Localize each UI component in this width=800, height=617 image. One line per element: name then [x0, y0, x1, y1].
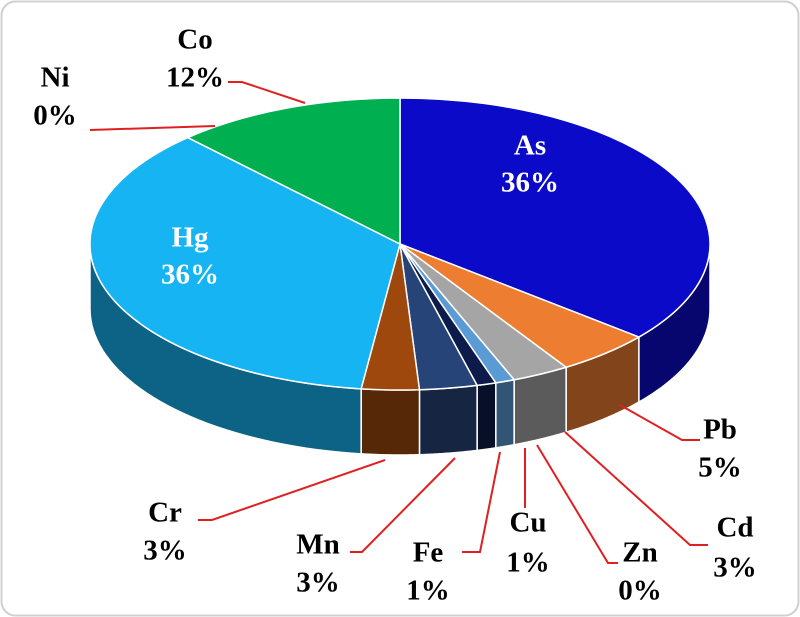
data-label: 36% — [501, 167, 559, 199]
data-label: 3% — [143, 535, 187, 567]
leader-line — [536, 444, 618, 564]
leader-line — [228, 81, 306, 104]
data-label: 1% — [406, 575, 450, 607]
slice — [399, 97, 711, 338]
slice-name: Hg — [171, 222, 209, 254]
slice-name: Pb — [703, 414, 737, 446]
leader-line — [89, 125, 216, 131]
slice-side — [495, 378, 515, 449]
slice-side — [418, 384, 478, 456]
slice-name: Cd — [716, 512, 753, 544]
slice-name: Fe — [413, 537, 444, 569]
data-label: 12% — [166, 62, 224, 94]
slice-name: As — [514, 130, 546, 162]
leader-line — [564, 431, 708, 546]
slice-name: Cu — [509, 507, 546, 539]
data-label: 3% — [713, 552, 757, 584]
slice-name: Zn — [622, 537, 657, 569]
slice-name: Co — [177, 24, 212, 56]
data-label: 5% — [698, 452, 742, 484]
slice — [186, 97, 401, 246]
data-label: 3% — [296, 567, 340, 599]
slice-name: Mn — [296, 529, 340, 561]
slice-side — [476, 381, 497, 452]
data-label: 0% — [33, 100, 77, 132]
slice-name: Cr — [148, 497, 182, 529]
leader-line — [198, 459, 386, 521]
data-label: 1% — [506, 547, 550, 579]
leader-line — [619, 404, 700, 441]
leader-line — [350, 457, 456, 553]
data-label: 36% — [161, 259, 219, 291]
slice-name: Ni — [41, 62, 70, 94]
slice-side — [360, 388, 421, 456]
data-label: 0% — [618, 575, 662, 607]
slice — [89, 136, 401, 390]
leader-line — [462, 451, 501, 553]
